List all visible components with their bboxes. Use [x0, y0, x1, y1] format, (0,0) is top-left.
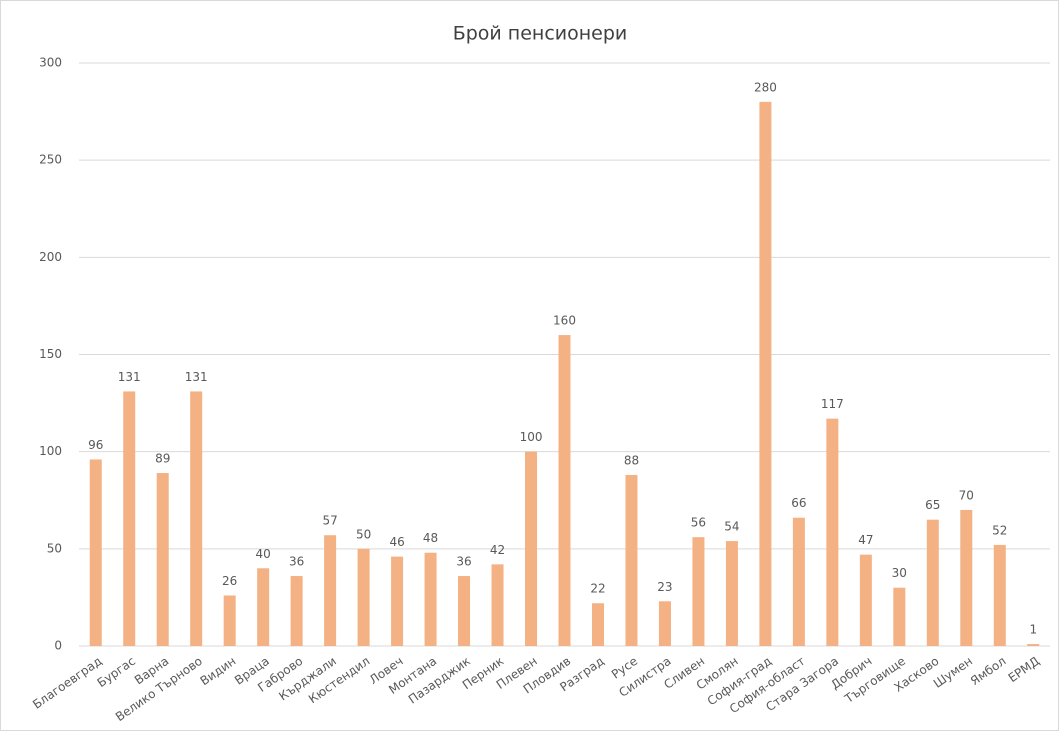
bar [190, 391, 203, 646]
data-label: 36 [456, 555, 471, 569]
data-label: 36 [289, 555, 304, 569]
y-tick-label: 250 [39, 153, 62, 167]
bar [257, 568, 270, 646]
data-label: 160 [553, 314, 576, 328]
data-label: 26 [222, 574, 237, 588]
chart-title: Брой пенсионери [453, 23, 628, 45]
bar [491, 564, 504, 646]
bar [89, 459, 102, 646]
y-tick-label: 200 [39, 250, 62, 264]
data-label: 66 [791, 496, 806, 510]
bar [290, 576, 303, 646]
bar [1027, 644, 1040, 646]
bar [391, 556, 404, 646]
data-label: 1 [1029, 623, 1037, 637]
bar [424, 552, 437, 646]
bar [625, 474, 638, 646]
data-label: 23 [657, 580, 672, 594]
bar [792, 517, 805, 646]
data-label: 117 [821, 397, 844, 411]
data-label: 52 [992, 523, 1007, 537]
y-tick-label: 100 [39, 444, 62, 458]
y-tick-label: 0 [54, 639, 62, 653]
bar [123, 391, 136, 646]
data-label: 57 [322, 514, 337, 528]
bar [156, 473, 169, 646]
bar [759, 101, 772, 646]
bar [357, 548, 370, 646]
data-label: 56 [691, 516, 706, 530]
bar [458, 576, 471, 646]
data-label: 42 [490, 543, 505, 557]
data-label: 65 [925, 498, 940, 512]
bar [692, 537, 705, 646]
data-label: 50 [356, 527, 371, 541]
data-label: 48 [423, 531, 438, 545]
y-tick-label: 50 [47, 541, 62, 555]
data-label: 40 [256, 547, 271, 561]
bar [324, 535, 337, 646]
bar [960, 509, 973, 646]
bar [893, 587, 906, 646]
bar [658, 601, 671, 646]
bar [826, 418, 839, 646]
bar [558, 335, 571, 646]
data-label: 100 [520, 430, 543, 444]
y-tick-label: 150 [39, 347, 62, 361]
bar [993, 544, 1006, 646]
data-label: 88 [624, 453, 639, 467]
data-label: 89 [155, 452, 170, 466]
data-label: 46 [389, 535, 404, 549]
data-label: 131 [185, 370, 208, 384]
data-label: 131 [118, 370, 141, 384]
bar [926, 519, 939, 646]
data-label: 96 [88, 438, 103, 452]
data-label: 22 [590, 582, 605, 596]
data-label: 47 [858, 533, 873, 547]
y-tick-label: 300 [39, 56, 62, 70]
data-label: 30 [892, 566, 907, 580]
bar [525, 451, 538, 646]
data-label: 280 [754, 80, 777, 94]
bar [725, 541, 738, 646]
bar [591, 603, 604, 646]
bar [223, 595, 236, 646]
data-label: 54 [724, 520, 739, 534]
bar [859, 554, 872, 646]
data-label: 70 [959, 488, 974, 502]
